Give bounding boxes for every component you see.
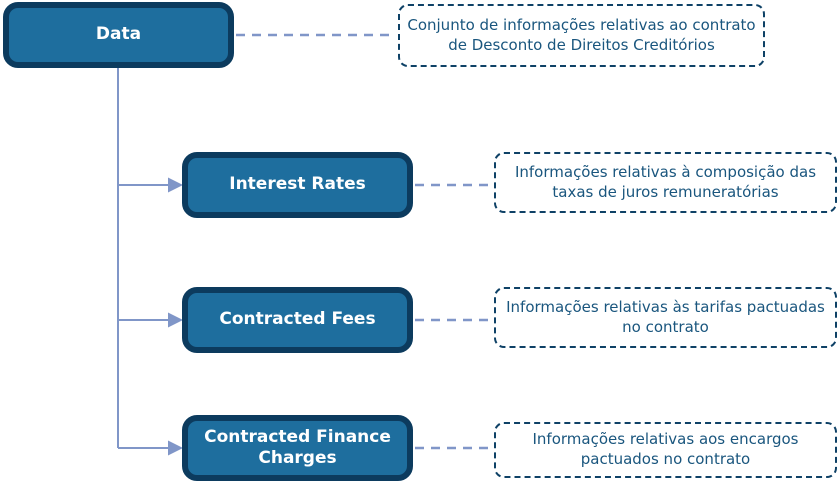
node-interest-rates: Interest Rates <box>182 152 413 218</box>
description-contracted-fees-text: Informações relativas às tarifas pactuad… <box>506 297 825 336</box>
arrowhead-icon <box>168 312 183 328</box>
description-contracted-finance-charges: Informações relativas aos encargos pactu… <box>494 422 837 478</box>
description-interest-rates: Informações relativas à composição das t… <box>494 152 837 213</box>
description-interest-rates-text: Informações relativas à composição das t… <box>514 162 817 201</box>
node-interest-rates-label: Interest Rates <box>229 174 366 195</box>
description-data: Conjunto de informações relativas ao con… <box>398 4 765 67</box>
node-data-label: Data <box>95 24 142 45</box>
node-contracted-fees: Contracted Fees <box>182 287 413 353</box>
node-contracted-finance-charges-label: Contracted Finance Charges <box>204 426 391 468</box>
node-data: Data <box>3 2 234 68</box>
arrowhead-icon <box>168 440 183 456</box>
description-contracted-finance-charges-text: Informações relativas aos encargos pactu… <box>532 430 799 468</box>
node-contracted-finance-charges: Contracted Finance Charges <box>182 415 413 481</box>
arrowhead-icon <box>168 177 183 193</box>
node-contracted-fees-label: Contracted Fees <box>219 309 376 330</box>
description-data-text: Conjunto de informações relativas ao con… <box>407 15 756 54</box>
description-contracted-fees: Informações relativas às tarifas pactuad… <box>494 287 837 348</box>
